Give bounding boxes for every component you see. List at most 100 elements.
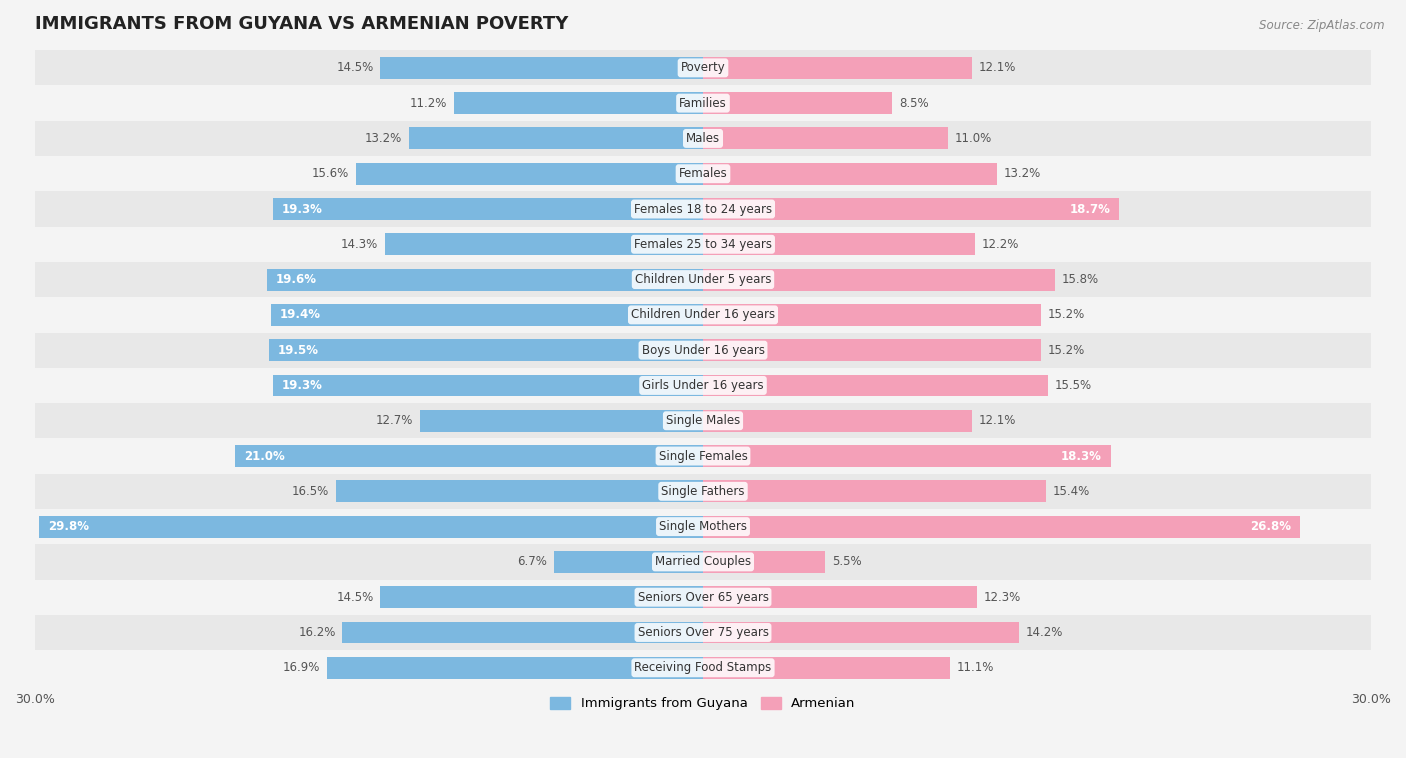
Bar: [0, 86, 1406, 121]
Text: Females 18 to 24 years: Females 18 to 24 years: [634, 202, 772, 215]
Bar: [703, 445, 1111, 467]
Text: 6.7%: 6.7%: [517, 556, 547, 568]
Bar: [703, 340, 1042, 361]
Text: 15.2%: 15.2%: [1047, 343, 1085, 357]
Text: 18.7%: 18.7%: [1070, 202, 1111, 215]
Bar: [703, 410, 973, 432]
Text: 14.5%: 14.5%: [336, 590, 374, 603]
Text: 26.8%: 26.8%: [1250, 520, 1291, 533]
Text: 12.3%: 12.3%: [984, 590, 1021, 603]
Text: Females: Females: [679, 168, 727, 180]
Text: 12.2%: 12.2%: [981, 238, 1019, 251]
Bar: [235, 445, 703, 467]
Bar: [0, 650, 1406, 685]
Text: Seniors Over 65 years: Seniors Over 65 years: [637, 590, 769, 603]
Bar: [273, 374, 703, 396]
Text: 15.4%: 15.4%: [1053, 485, 1090, 498]
Text: 19.3%: 19.3%: [283, 379, 323, 392]
Text: 21.0%: 21.0%: [245, 449, 285, 462]
Bar: [703, 127, 948, 149]
Text: Females 25 to 34 years: Females 25 to 34 years: [634, 238, 772, 251]
Bar: [356, 163, 703, 185]
Text: 14.2%: 14.2%: [1026, 626, 1063, 639]
Text: Single Mothers: Single Mothers: [659, 520, 747, 533]
Bar: [0, 580, 1406, 615]
Bar: [380, 57, 703, 79]
Text: Single Females: Single Females: [658, 449, 748, 462]
Text: Families: Families: [679, 96, 727, 110]
Bar: [703, 304, 1042, 326]
Bar: [0, 121, 1406, 156]
Text: Girls Under 16 years: Girls Under 16 years: [643, 379, 763, 392]
Bar: [385, 233, 703, 255]
Text: 11.2%: 11.2%: [409, 96, 447, 110]
Text: Receiving Food Stamps: Receiving Food Stamps: [634, 661, 772, 675]
Text: 15.6%: 15.6%: [312, 168, 349, 180]
Text: 16.9%: 16.9%: [283, 661, 321, 675]
Bar: [703, 374, 1047, 396]
Text: Males: Males: [686, 132, 720, 145]
Text: 14.3%: 14.3%: [340, 238, 378, 251]
Bar: [454, 92, 703, 114]
Bar: [39, 515, 703, 537]
Bar: [0, 403, 1406, 438]
Bar: [703, 92, 893, 114]
Text: 19.5%: 19.5%: [277, 343, 319, 357]
Bar: [0, 191, 1406, 227]
Text: 15.8%: 15.8%: [1062, 273, 1098, 286]
Bar: [0, 368, 1406, 403]
Bar: [703, 163, 997, 185]
Bar: [0, 438, 1406, 474]
Bar: [269, 340, 703, 361]
Text: 15.5%: 15.5%: [1054, 379, 1092, 392]
Bar: [703, 57, 973, 79]
Text: 13.2%: 13.2%: [1004, 168, 1040, 180]
Bar: [0, 615, 1406, 650]
Bar: [0, 156, 1406, 191]
Bar: [0, 227, 1406, 262]
Text: 15.2%: 15.2%: [1047, 309, 1085, 321]
Bar: [703, 586, 977, 608]
Text: 11.0%: 11.0%: [955, 132, 991, 145]
Text: 19.4%: 19.4%: [280, 309, 321, 321]
Text: 29.8%: 29.8%: [48, 520, 90, 533]
Text: 14.5%: 14.5%: [336, 61, 374, 74]
Bar: [703, 233, 974, 255]
Text: 8.5%: 8.5%: [898, 96, 928, 110]
Bar: [703, 551, 825, 573]
Text: Married Couples: Married Couples: [655, 556, 751, 568]
Bar: [271, 304, 703, 326]
Bar: [336, 481, 703, 503]
Text: 12.7%: 12.7%: [377, 414, 413, 428]
Bar: [0, 544, 1406, 580]
Text: 16.2%: 16.2%: [298, 626, 336, 639]
Text: 12.1%: 12.1%: [979, 414, 1017, 428]
Text: 16.5%: 16.5%: [291, 485, 329, 498]
Bar: [703, 515, 1299, 537]
Bar: [380, 586, 703, 608]
Text: Children Under 16 years: Children Under 16 years: [631, 309, 775, 321]
Bar: [703, 622, 1019, 644]
Bar: [273, 198, 703, 220]
Text: 5.5%: 5.5%: [832, 556, 862, 568]
Legend: Immigrants from Guyana, Armenian: Immigrants from Guyana, Armenian: [546, 692, 860, 716]
Text: 12.1%: 12.1%: [979, 61, 1017, 74]
Text: IMMIGRANTS FROM GUYANA VS ARMENIAN POVERTY: IMMIGRANTS FROM GUYANA VS ARMENIAN POVER…: [35, 15, 568, 33]
Bar: [0, 509, 1406, 544]
Bar: [342, 622, 703, 644]
Bar: [267, 268, 703, 290]
Text: 13.2%: 13.2%: [366, 132, 402, 145]
Text: Seniors Over 75 years: Seniors Over 75 years: [637, 626, 769, 639]
Bar: [703, 481, 1046, 503]
Text: Children Under 5 years: Children Under 5 years: [634, 273, 772, 286]
Bar: [703, 268, 1054, 290]
Bar: [703, 657, 950, 678]
Text: Source: ZipAtlas.com: Source: ZipAtlas.com: [1260, 19, 1385, 32]
Bar: [0, 262, 1406, 297]
Bar: [0, 297, 1406, 333]
Text: Single Fathers: Single Fathers: [661, 485, 745, 498]
Text: Single Males: Single Males: [666, 414, 740, 428]
Text: 19.3%: 19.3%: [283, 202, 323, 215]
Text: Boys Under 16 years: Boys Under 16 years: [641, 343, 765, 357]
Text: 11.1%: 11.1%: [957, 661, 994, 675]
